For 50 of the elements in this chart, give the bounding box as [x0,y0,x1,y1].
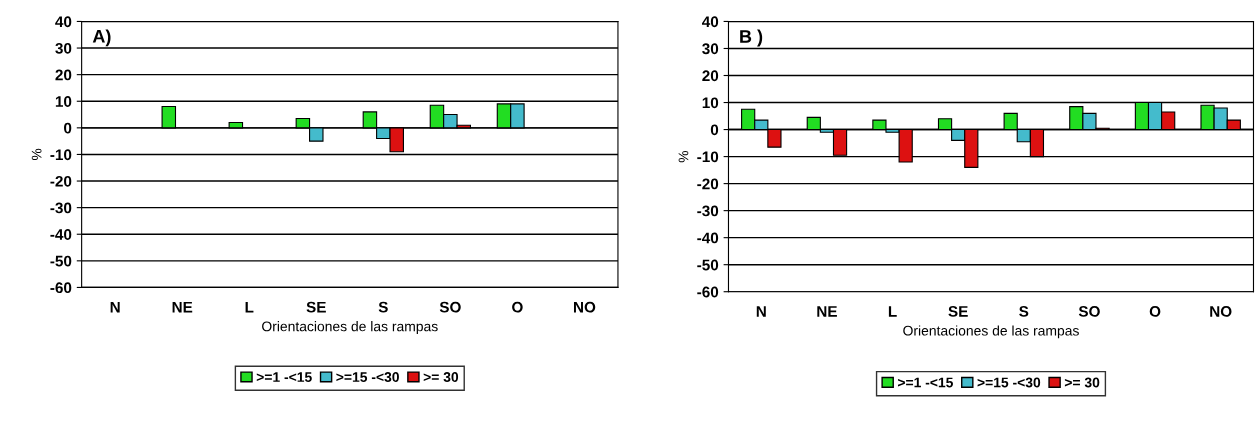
y-tick-label: -50 [697,259,719,271]
legend-label: >=15 -<30 [336,372,399,382]
y-tick-label: -10 [697,151,719,163]
x-tick-label: O [512,301,523,313]
x-tick-label: N [110,301,120,313]
annotation: B ) [740,29,763,47]
y-tick-label: -40 [50,229,72,240]
y-tick-label: 30 [55,42,72,54]
x-tick-label: SO [1078,306,1100,317]
y-tick-label: 0 [64,122,72,134]
y-tick-label: 40 [55,16,72,28]
x-tick-label: NE [817,306,837,317]
x-tick-label: N [756,306,766,317]
x-tick-label: L [888,306,897,317]
y-tick-label: 0 [710,124,719,136]
x-tick-label: S [1019,306,1029,317]
y-tick-label: 10 [55,96,72,107]
y-tick-label: -30 [50,202,72,214]
y-tick-label: -60 [697,286,719,298]
y-tick-label: 10 [702,97,719,109]
x-tick-label: O [1149,306,1161,317]
y-tick-label: 40 [702,16,719,28]
legend-label: >=1 -<15 [256,372,312,382]
y-axis-title: % [31,148,42,161]
y-tick-label: -60 [50,282,72,294]
x-tick-label: NE [172,301,193,313]
legend-label: >= 30 [1064,377,1100,388]
annotation: A) [92,29,111,47]
y-tick-label: -20 [50,175,72,187]
x-tick-label: SO [439,301,461,313]
x-axis-title: Orientaciones de las rampas [262,321,438,335]
legend-label: >=15 -<30 [977,377,1041,388]
y-tick-label: 30 [702,43,719,55]
legend-label: >= 30 [423,372,459,382]
y-tick-label: 20 [55,69,72,81]
y-tick-label: -30 [697,205,719,217]
x-tick-label: NO [1210,306,1232,317]
x-axis-title: Orientaciones de las rampas [903,325,1079,339]
y-tick-label: -20 [697,178,719,190]
y-tick-label: -50 [50,255,72,267]
y-axis-title: % [678,150,689,163]
x-tick-label: SE [948,306,968,317]
legend-label: >=1 -<15 [897,377,953,388]
x-tick-label: SE [306,301,326,313]
x-tick-label: L [245,301,254,313]
y-tick-label: -10 [50,149,72,161]
y-tick-label: 20 [702,70,719,82]
y-tick-label: -40 [697,232,719,244]
x-tick-label: S [378,301,388,313]
x-tick-label: NO [574,301,596,313]
